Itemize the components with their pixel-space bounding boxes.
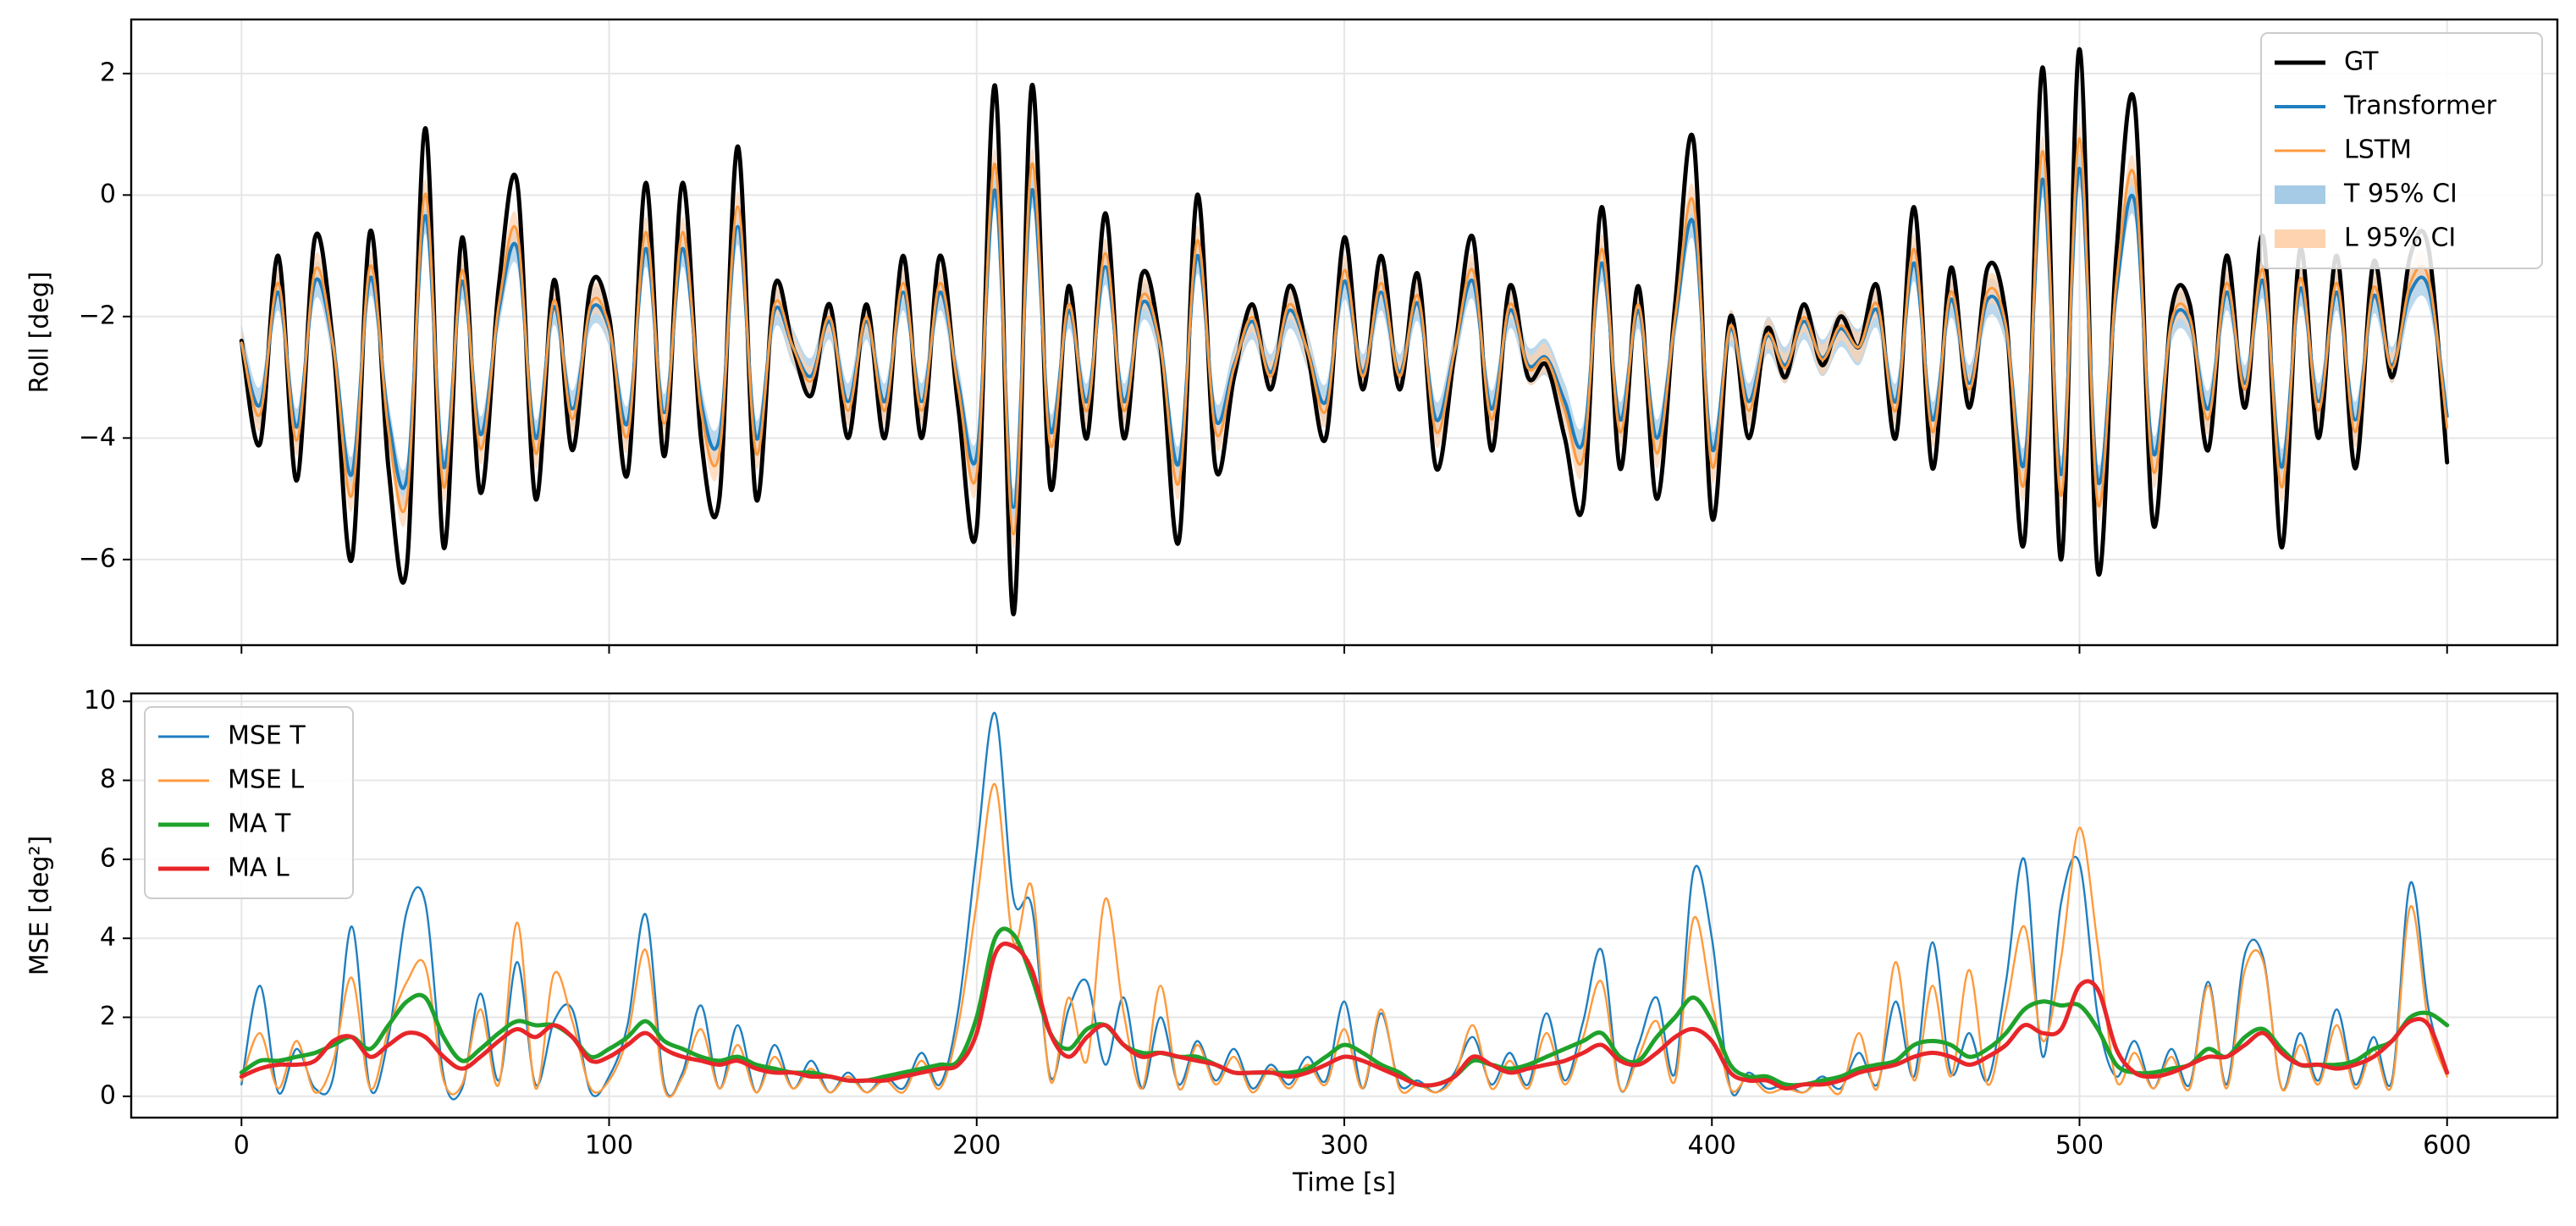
y-tick-label: −2 bbox=[79, 301, 116, 330]
legend-label: MA L bbox=[228, 853, 290, 883]
axes-frame bbox=[130, 18, 2559, 647]
x-tick-label: 100 bbox=[585, 1131, 633, 1161]
legend-label: LSTM bbox=[2344, 135, 2412, 165]
x-tick-label: 600 bbox=[2423, 1131, 2471, 1161]
y-tick-label: 0 bbox=[100, 179, 116, 209]
plot-area bbox=[239, 47, 2450, 616]
legend-box bbox=[144, 706, 354, 899]
x-tick-label: 200 bbox=[952, 1131, 1001, 1161]
y-tick-label: −6 bbox=[79, 544, 116, 573]
y-axis-label: MSE [deg²] bbox=[25, 836, 55, 975]
legend-label: GT bbox=[2344, 47, 2379, 77]
legend-label: MSE L bbox=[228, 765, 304, 795]
legend-label: MSE T bbox=[228, 721, 306, 751]
x-axis-label: Time [s] bbox=[1292, 1168, 1396, 1198]
legend: GT Transformer LSTM T 95% CI L 95% CI bbox=[2260, 32, 2543, 269]
legend-label: Transformer bbox=[2343, 91, 2497, 121]
y-axis-label: Roll [deg] bbox=[25, 271, 55, 393]
series-line bbox=[239, 926, 2450, 1088]
legend: MSE T MSE L MA T MA L bbox=[144, 706, 354, 899]
y-tick-label: 10 bbox=[84, 686, 116, 715]
x-tick-label: 0 bbox=[234, 1131, 250, 1161]
series-line bbox=[239, 942, 2450, 1091]
y-tick-label: 2 bbox=[100, 58, 116, 87]
x-tick-label: 500 bbox=[2055, 1131, 2104, 1161]
legend-label: MA T bbox=[228, 809, 291, 839]
x-tick-label: 400 bbox=[1688, 1131, 1736, 1161]
axes-frame bbox=[130, 692, 2559, 1119]
series-line bbox=[240, 783, 2448, 1098]
y-tick-label: 8 bbox=[100, 765, 116, 794]
plot-area bbox=[239, 711, 2450, 1101]
x-tick-label: 300 bbox=[1320, 1131, 1368, 1161]
y-tick-label: 0 bbox=[100, 1080, 116, 1110]
y-tick-label: −4 bbox=[79, 422, 116, 452]
series-line bbox=[240, 137, 2449, 536]
legend-swatch bbox=[2275, 229, 2325, 248]
y-tick-label: 6 bbox=[100, 843, 116, 873]
y-tick-label: 2 bbox=[100, 1002, 116, 1031]
legend-label: T 95% CI bbox=[2343, 179, 2457, 209]
y-tick-label: 4 bbox=[100, 923, 116, 953]
legend-box bbox=[2260, 32, 2543, 269]
legend-label: L 95% CI bbox=[2344, 224, 2456, 253]
legend-swatch bbox=[2275, 185, 2325, 204]
